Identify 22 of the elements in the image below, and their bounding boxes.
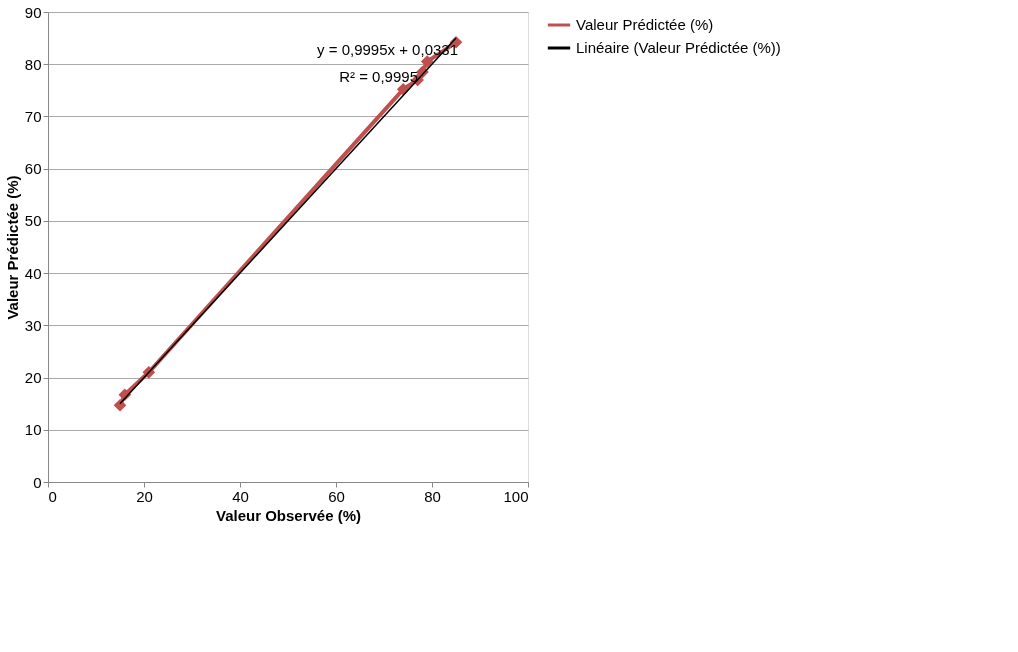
y-tick-label: 70 — [24, 107, 42, 125]
y-tick-label: 30 — [24, 316, 42, 334]
y-tick-label: 20 — [24, 369, 42, 387]
y-tick-label: 80 — [24, 55, 42, 73]
y-tick-label: 0 — [33, 473, 42, 491]
y-tick-label: 90 — [24, 3, 42, 21]
y-tick-label: 40 — [24, 264, 42, 282]
x-tick-label: 60 — [328, 487, 345, 505]
legend-label: Linéaire (Valeur Prédictée (%)) — [576, 39, 781, 56]
x-tick-label: 80 — [424, 487, 441, 505]
y-tick-label: 10 — [24, 421, 42, 439]
point — [113, 398, 127, 412]
x-tick-label: 40 — [232, 487, 249, 505]
annotation: R² = 0,9995 — [339, 68, 418, 85]
x-tick-label: 100 — [503, 487, 529, 505]
x-axis-title: Valeur Observée (%) — [215, 506, 362, 524]
x-tick-label: 20 — [136, 487, 153, 505]
y-axis-title: Valeur Prédictée (%) — [3, 175, 21, 320]
y-tick-label: 50 — [24, 212, 42, 230]
y-tick-label: 60 — [24, 160, 42, 178]
x-tick-label: 0 — [48, 487, 57, 505]
legend-label: Valeur Prédictée (%) — [576, 16, 714, 33]
